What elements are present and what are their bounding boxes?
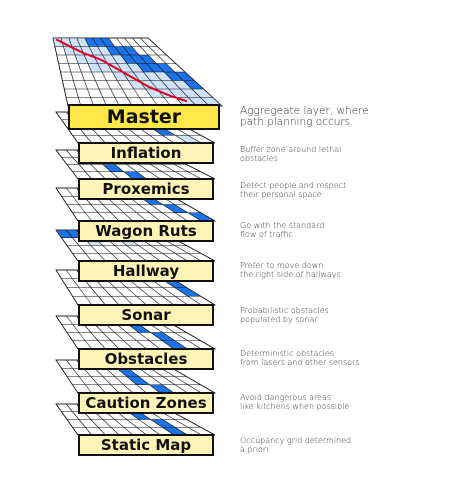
- grid-cell: [191, 89, 213, 98]
- layer-desc-proxemics: Detect people and respect their personal…: [240, 181, 347, 199]
- grid-cell: [172, 80, 192, 89]
- grid-cell: [150, 80, 169, 89]
- grid-cell: [174, 287, 201, 297]
- grid-cell: [129, 55, 147, 64]
- grid-cell: [136, 63, 154, 72]
- grid-cell: [150, 332, 176, 341]
- grid-cell: [106, 46, 121, 55]
- layer-desc-wagon-ruts: Go with the standard flow of traffic: [240, 221, 325, 239]
- grid-cell: [161, 80, 181, 89]
- layer-label-caution-zones: Caution Zones: [78, 392, 214, 414]
- layer-desc-master: Aggregeate layer, where path planning oc…: [240, 105, 369, 128]
- layer-desc-static-map: Occupancy grid determined a priori: [240, 436, 352, 454]
- grid-cell: [102, 55, 118, 64]
- grid-cell: [150, 419, 176, 428]
- grid-cell: [200, 97, 222, 106]
- grid-cell: [102, 164, 124, 172]
- grid-cell: [114, 46, 130, 55]
- layer-label-static-map: Static Map: [78, 434, 214, 456]
- grid-cell: [133, 72, 151, 81]
- grid-cell: [97, 63, 113, 72]
- grid-cell: [63, 46, 76, 55]
- grid-cell: [111, 55, 127, 64]
- grid-cell: [188, 97, 210, 106]
- grid-cell: [123, 46, 140, 55]
- grid-cell: [126, 63, 144, 72]
- grid-cell: [164, 72, 184, 81]
- layer-desc-inflation: Buffer zone around lethal obstacles: [240, 145, 342, 163]
- layer-desc-sonar: Probabilistic obstacles populated by son…: [240, 306, 329, 324]
- grid-cell: [168, 89, 189, 98]
- grid-cell: [123, 171, 147, 179]
- grid-cell: [84, 38, 98, 47]
- layer-desc-obstacles: Deterministic obstacles from lasers and …: [240, 349, 360, 367]
- grid-master: [52, 37, 224, 107]
- grid-cell: [75, 55, 88, 64]
- grid-cell: [97, 46, 112, 55]
- grid-obstacles: [55, 315, 217, 350]
- layer-label-inflation: Inflation: [78, 142, 214, 164]
- planned-path: [55, 38, 188, 103]
- layer-label-sonar: Sonar: [78, 304, 214, 326]
- grid-cell: [162, 340, 188, 349]
- grid-cell: [175, 135, 202, 143]
- grid-cell: [143, 72, 162, 81]
- layer-label-master: Master: [68, 104, 220, 130]
- layer-label-wagon-ruts: Wagon Ruts: [78, 220, 214, 242]
- layer-label-obstacles: Obstacles: [78, 348, 214, 370]
- grid-cell: [146, 63, 165, 72]
- grid-cell: [174, 72, 195, 81]
- grid-cell: [127, 324, 151, 333]
- grid-cell: [117, 63, 134, 72]
- grid-cell: [162, 427, 188, 435]
- layer-label-hallway: Hallway: [78, 260, 214, 282]
- grid-cell: [139, 80, 158, 89]
- grid-cell: [183, 80, 204, 89]
- layer-desc-hallway: Prefer to move down the right side of ha…: [240, 261, 341, 279]
- grid-cell: [120, 55, 137, 64]
- grid-cell: [153, 72, 173, 81]
- grid-cell: [145, 89, 164, 98]
- grid-cell: [100, 38, 115, 47]
- grid-cell: [180, 89, 201, 98]
- grid-cell: [187, 212, 215, 221]
- grid-cell: [126, 376, 150, 385]
- grid-cell: [162, 204, 188, 213]
- grid-cell: [116, 368, 139, 377]
- layer-label-proxemics: Proxemics: [78, 178, 214, 200]
- grid-cell: [92, 38, 107, 47]
- grid-cell: [139, 55, 157, 64]
- grid-cell: [53, 38, 64, 47]
- grid-cell: [156, 63, 175, 72]
- grid-cell: [149, 384, 174, 393]
- layer-desc-caution-zones: Avoid dangerous areas like kitchens when…: [240, 393, 350, 411]
